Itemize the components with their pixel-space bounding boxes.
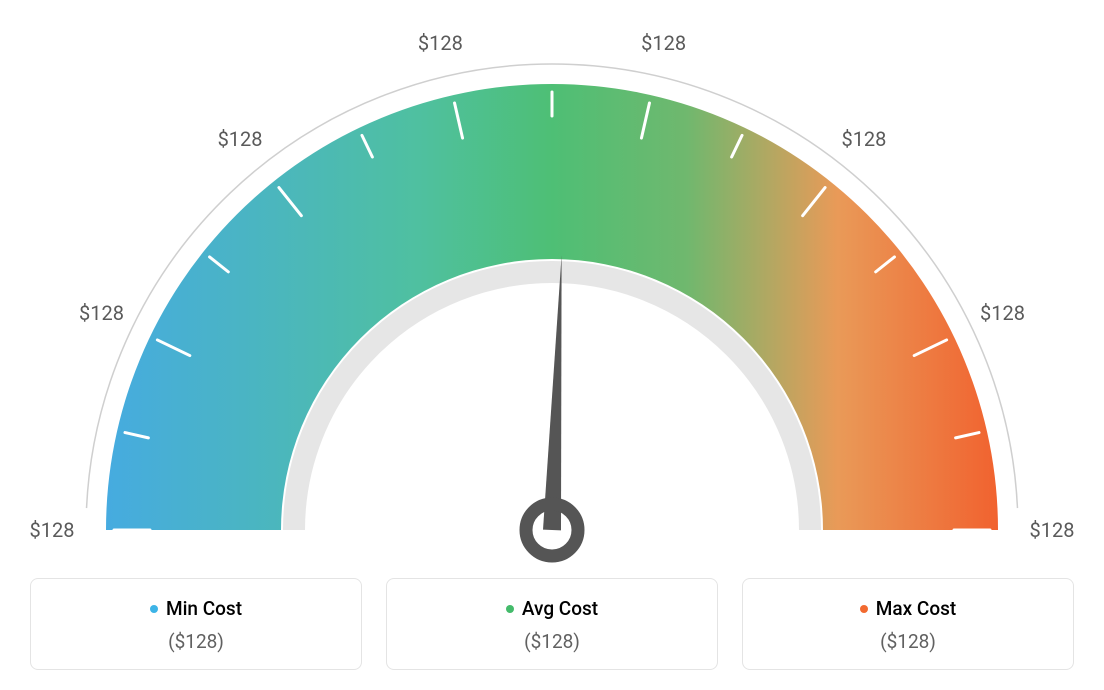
scale-label: $128 [30, 518, 75, 542]
legend-avg-value: ($128) [397, 630, 707, 653]
legend-min-title: Min Cost [150, 597, 242, 620]
gauge-svg [30, 10, 1074, 570]
cost-gauge-widget: $128 $128 $128 $128 $128 $128 $128 $128 Min Cos… [0, 0, 1104, 690]
legend-avg-title: Avg Cost [506, 597, 598, 620]
legend-row: Min Cost ($128) Avg Cost ($128) Max Cost… [30, 578, 1074, 670]
scale-label: $128 [418, 31, 463, 55]
legend-max-card: Max Cost ($128) [742, 578, 1074, 670]
scale-label: $128 [1030, 518, 1075, 542]
scale-label: $128 [641, 31, 686, 55]
dot-icon [150, 605, 158, 613]
legend-max-label: Max Cost [876, 597, 956, 620]
dot-icon [506, 605, 514, 613]
legend-max-title: Max Cost [860, 597, 956, 620]
legend-max-value: ($128) [753, 630, 1063, 653]
legend-min-card: Min Cost ($128) [30, 578, 362, 670]
scale-label: $128 [980, 301, 1025, 325]
dot-icon [860, 605, 868, 613]
legend-min-label: Min Cost [166, 597, 242, 620]
legend-avg-label: Avg Cost [522, 597, 598, 620]
gauge-area: $128 $128 $128 $128 $128 $128 $128 $128 [30, 10, 1074, 570]
scale-label: $128 [841, 127, 886, 151]
scale-label: $128 [79, 301, 124, 325]
scale-label: $128 [218, 127, 263, 151]
legend-avg-card: Avg Cost ($128) [386, 578, 718, 670]
legend-min-value: ($128) [41, 630, 351, 653]
